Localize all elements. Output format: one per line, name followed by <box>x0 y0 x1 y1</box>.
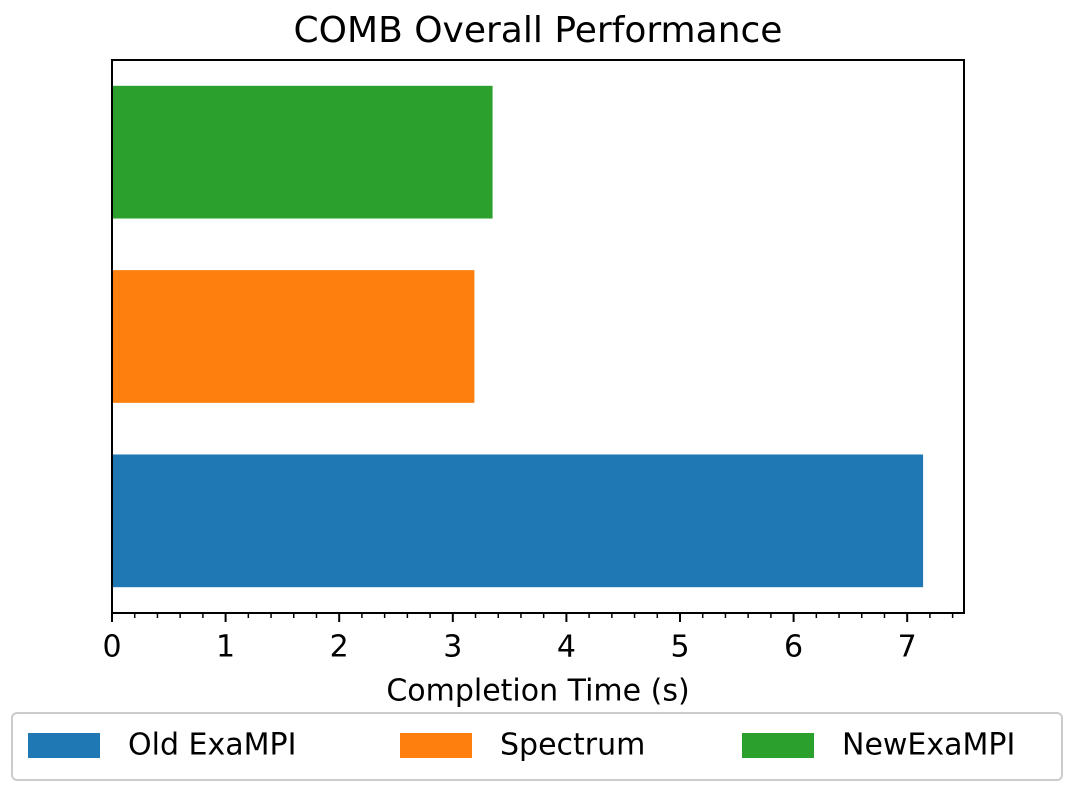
bar <box>112 270 475 403</box>
x-tick-label: 2 <box>330 630 349 665</box>
legend-label: NewExaMPI <box>842 728 1015 763</box>
legend-box <box>11 712 1063 781</box>
legend-swatch <box>742 733 814 758</box>
plot-frame <box>111 59 965 614</box>
x-tick-label: 7 <box>898 630 917 665</box>
legend-swatch <box>400 733 472 758</box>
x-axis-label: Completion Time (s) <box>386 674 689 709</box>
x-tick-label: 0 <box>102 630 121 665</box>
x-tick-label: 4 <box>557 630 576 665</box>
legend-label: Spectrum <box>500 728 645 763</box>
chart-title: COMB Overall Performance <box>294 10 783 51</box>
x-tick-label: 1 <box>216 630 235 665</box>
x-tick-label: 6 <box>784 630 803 665</box>
legend-label: Old ExaMPI <box>128 728 296 763</box>
bar <box>112 85 493 219</box>
legend-swatch <box>28 733 100 758</box>
bar <box>112 454 924 588</box>
x-tick-label: 5 <box>670 630 689 665</box>
x-tick-label: 3 <box>443 630 462 665</box>
